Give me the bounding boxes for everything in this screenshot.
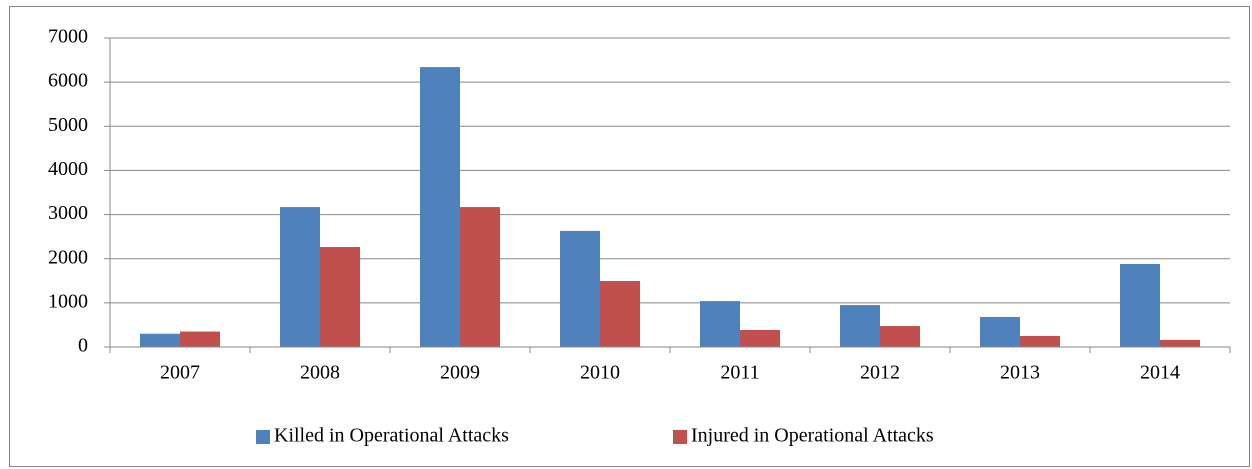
bar (560, 230, 600, 347)
x-tick-label: 2009 (440, 362, 480, 384)
y-tick-label: 2000 (48, 246, 88, 268)
bar (700, 301, 740, 347)
bar (880, 326, 920, 347)
bar (1160, 339, 1200, 347)
x-tick-label: 2014 (1140, 362, 1180, 384)
legend-label: Killed in Operational Attacks (274, 425, 509, 447)
legend-swatch (256, 430, 270, 444)
x-tick-label: 2008 (300, 362, 340, 384)
x-tick-label: 2011 (720, 362, 759, 384)
bar (320, 247, 360, 347)
bar (1120, 264, 1160, 347)
bar (420, 67, 460, 348)
y-tick-label: 0 (78, 335, 88, 357)
y-tick-label: 1000 (48, 290, 88, 312)
x-tick-label: 2012 (860, 362, 900, 384)
x-tick-label: 2007 (160, 362, 200, 384)
bar (180, 331, 220, 347)
bar (600, 281, 640, 347)
chart-border (9, 6, 1250, 467)
bar (280, 207, 320, 347)
y-tick-label: 5000 (48, 114, 88, 136)
bar (140, 333, 180, 347)
bar (460, 207, 500, 347)
y-tick-label: 7000 (48, 26, 88, 48)
y-tick-label: 3000 (48, 202, 88, 224)
legend-label: Injured in Operational Attacks (691, 425, 934, 447)
x-tick-label: 2013 (1000, 362, 1040, 384)
x-tick-label: 2010 (580, 362, 620, 384)
bar (740, 330, 780, 347)
bar (840, 305, 880, 347)
bar (1020, 335, 1060, 347)
legend-swatch (673, 430, 687, 444)
bar (980, 316, 1020, 347)
y-tick-label: 6000 (48, 70, 88, 92)
y-tick-label: 4000 (48, 158, 88, 180)
